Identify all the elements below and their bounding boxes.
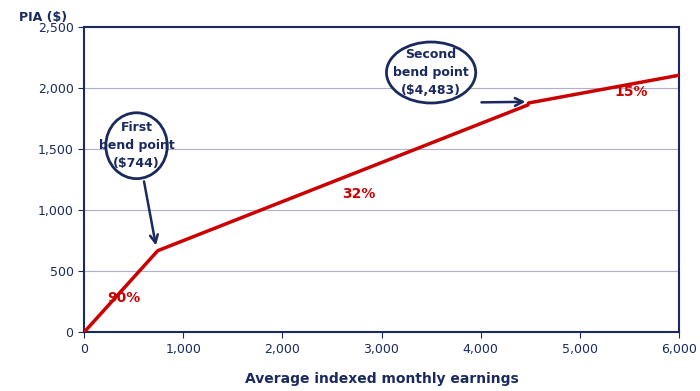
Text: PIA ($): PIA ($) xyxy=(18,11,66,24)
Text: 15%: 15% xyxy=(615,85,648,99)
Text: First
bend point
($744): First bend point ($744) xyxy=(99,121,174,170)
Text: Average indexed monthly earnings: Average indexed monthly earnings xyxy=(244,372,519,386)
Text: 90%: 90% xyxy=(107,291,140,305)
Ellipse shape xyxy=(386,42,476,103)
Text: 32%: 32% xyxy=(342,188,375,201)
Ellipse shape xyxy=(106,113,167,179)
Text: Second
bend point
($4,483): Second bend point ($4,483) xyxy=(393,48,469,97)
